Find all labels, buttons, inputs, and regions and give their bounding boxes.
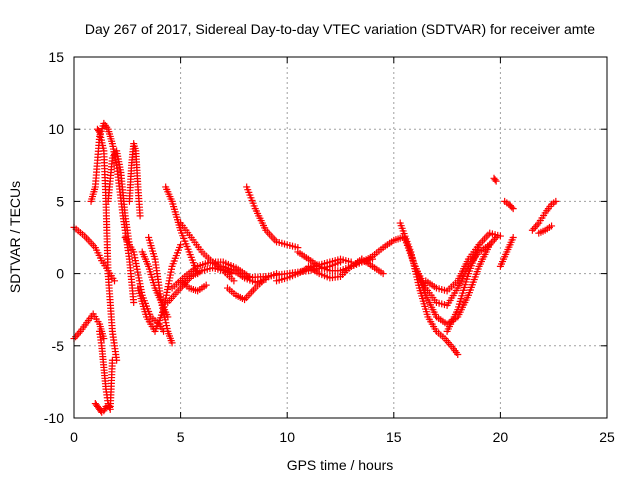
y-tick-label: 10 bbox=[48, 121, 64, 137]
series-arc-19 bbox=[219, 262, 270, 286]
series-arc-35 bbox=[528, 197, 560, 234]
series-arc-31 bbox=[443, 229, 504, 335]
chart-title: Day 267 of 2017, Sidereal Day-to-day VTE… bbox=[85, 21, 595, 37]
series-arc-7 bbox=[104, 147, 133, 249]
data-point-marker bbox=[548, 222, 556, 230]
x-tick-label: 25 bbox=[599, 429, 615, 445]
data-point-marker bbox=[552, 197, 560, 205]
data-point-marker bbox=[168, 339, 176, 347]
series-arc-4 bbox=[93, 125, 121, 364]
series-arc-16 bbox=[177, 219, 236, 278]
y-tick-label: 0 bbox=[56, 266, 64, 282]
data-point-marker bbox=[230, 277, 238, 285]
series-arc-20 bbox=[243, 183, 302, 252]
data-point-marker bbox=[102, 402, 110, 410]
series-arc-17 bbox=[177, 277, 210, 295]
series-arc-33 bbox=[501, 197, 517, 213]
series-arc-30 bbox=[422, 241, 483, 295]
data-point-marker bbox=[486, 241, 494, 249]
series-arc-6 bbox=[91, 400, 110, 416]
data-point-marker bbox=[509, 205, 517, 213]
x-tick-label: 5 bbox=[177, 429, 185, 445]
y-tick-label: 15 bbox=[48, 49, 64, 65]
y-tick-label: -5 bbox=[52, 338, 65, 354]
data-point-marker bbox=[202, 281, 210, 289]
data-point-marker bbox=[136, 212, 144, 220]
series-arc-36 bbox=[535, 222, 556, 237]
data-point-marker bbox=[509, 234, 517, 241]
series-arc-12 bbox=[162, 183, 202, 278]
data-point-marker bbox=[100, 335, 108, 343]
series-arc-32 bbox=[490, 174, 500, 185]
data-point-marker bbox=[379, 270, 387, 278]
series-arc-34 bbox=[496, 234, 517, 270]
x-axis-label: GPS time / hours bbox=[287, 457, 394, 473]
axis-ticks: 0 5 10 15 20 25 -10 -5 0 5 10 15 bbox=[44, 49, 615, 445]
y-axis-label: SDTVAR / TECUs bbox=[7, 181, 23, 293]
data-point-marker bbox=[492, 177, 500, 185]
plot-frame bbox=[73, 56, 608, 419]
data-point-marker bbox=[491, 176, 499, 184]
data-point-marker bbox=[496, 232, 504, 240]
series-arc-26 bbox=[358, 255, 387, 278]
x-tick-label: 0 bbox=[70, 429, 78, 445]
data-point-marker bbox=[95, 127, 103, 135]
data-point-marker bbox=[177, 241, 185, 249]
data-point-marker bbox=[454, 350, 462, 358]
data-point-marker bbox=[508, 203, 516, 211]
data-point-marker bbox=[130, 298, 138, 306]
y-tick-label: -10 bbox=[44, 410, 64, 426]
x-tick-label: 20 bbox=[493, 429, 509, 445]
data-points bbox=[70, 119, 560, 416]
x-tick-label: 10 bbox=[279, 429, 295, 445]
series-arc-13 bbox=[145, 234, 176, 347]
series-arc-5 bbox=[96, 327, 116, 413]
series-arc-8 bbox=[125, 140, 144, 220]
x-tick-label: 15 bbox=[386, 429, 402, 445]
series-arc-10 bbox=[134, 241, 185, 335]
y-tick-label: 5 bbox=[56, 193, 64, 209]
data-point-marker bbox=[108, 356, 116, 364]
data-point-marker bbox=[111, 277, 119, 285]
